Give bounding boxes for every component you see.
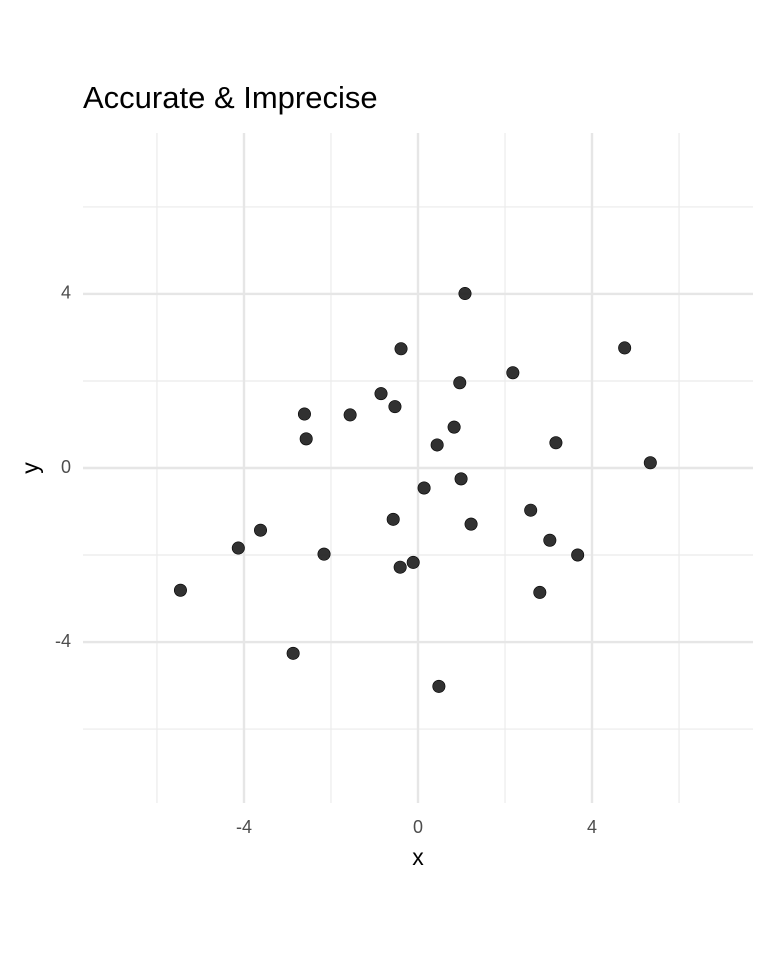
point bbox=[453, 376, 467, 390]
point bbox=[447, 420, 461, 434]
y-tick-label: -4 bbox=[55, 631, 71, 651]
point bbox=[506, 366, 520, 380]
x-tick-label: -4 bbox=[236, 817, 252, 837]
point bbox=[643, 456, 657, 470]
point bbox=[533, 585, 547, 599]
point bbox=[458, 287, 472, 301]
chart-title: Accurate & Imprecise bbox=[83, 80, 378, 115]
point bbox=[524, 503, 538, 517]
point bbox=[430, 438, 444, 452]
point bbox=[173, 583, 187, 597]
point bbox=[417, 481, 431, 495]
x-axis-title: x bbox=[412, 844, 424, 870]
point bbox=[549, 436, 563, 450]
point bbox=[386, 512, 400, 526]
point bbox=[618, 341, 632, 355]
point bbox=[374, 387, 388, 401]
y-axis-title: y bbox=[17, 462, 43, 474]
point bbox=[464, 517, 478, 531]
point bbox=[454, 472, 468, 486]
point bbox=[571, 548, 585, 562]
point bbox=[388, 400, 402, 414]
point bbox=[543, 533, 557, 547]
x-tick-label: 4 bbox=[587, 817, 597, 837]
point bbox=[432, 679, 446, 693]
y-tick-label: 0 bbox=[61, 457, 71, 477]
x-tick-label: 0 bbox=[413, 817, 423, 837]
point bbox=[394, 342, 408, 356]
point bbox=[231, 541, 245, 555]
y-tick-label: 4 bbox=[61, 283, 71, 303]
point bbox=[393, 560, 407, 574]
point bbox=[299, 432, 313, 446]
point bbox=[297, 407, 311, 421]
point bbox=[254, 523, 268, 537]
point bbox=[286, 646, 300, 660]
point bbox=[343, 408, 357, 422]
point bbox=[317, 547, 331, 561]
point bbox=[406, 555, 420, 569]
